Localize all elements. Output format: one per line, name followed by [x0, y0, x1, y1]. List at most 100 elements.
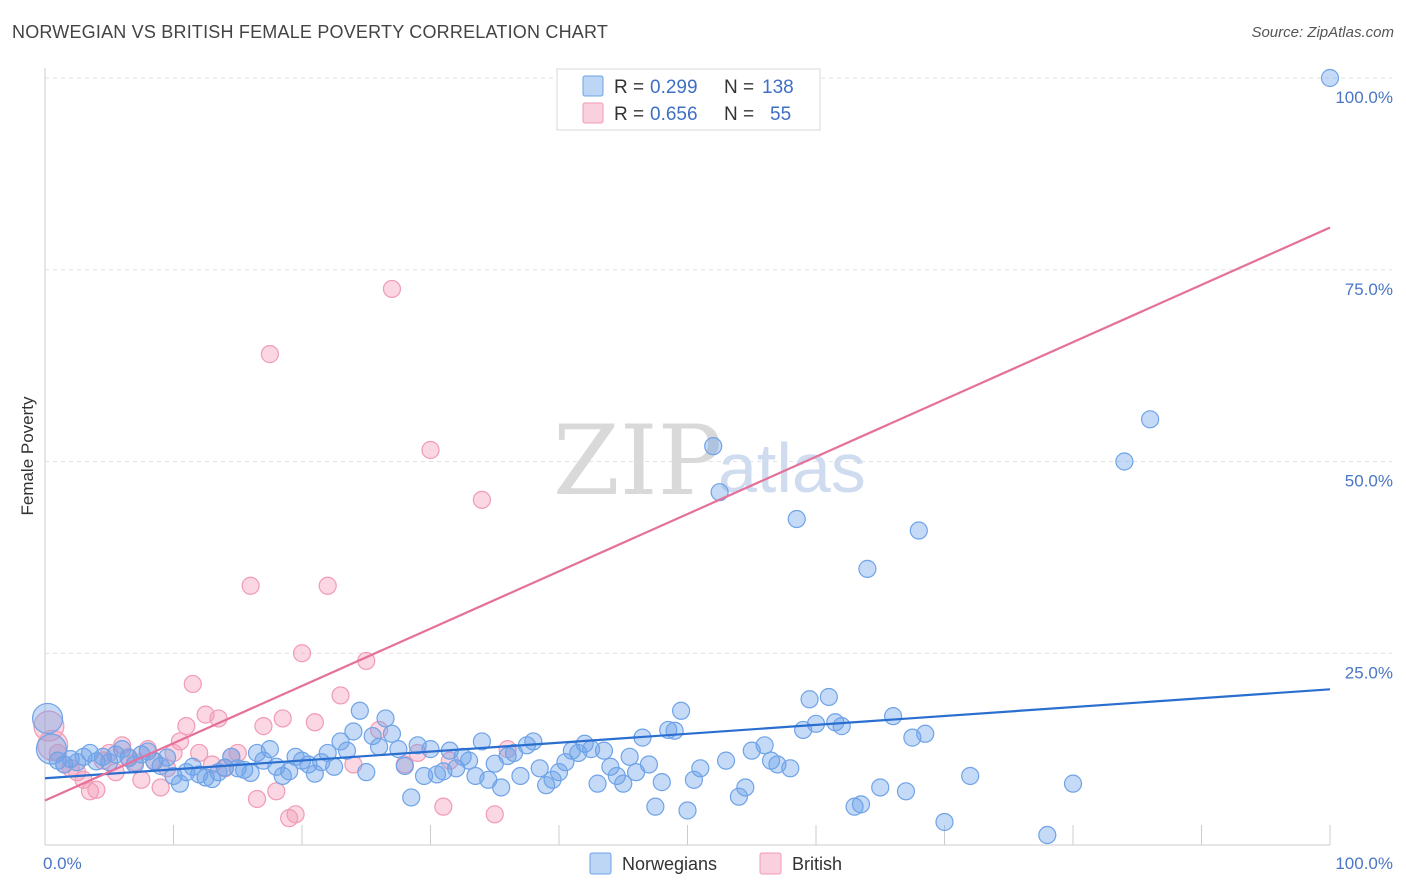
- norwegians-point-102: [691, 759, 710, 778]
- british-point-40: [305, 713, 324, 732]
- series-norwegians-points: [31, 68, 1340, 845]
- british-point-36: [273, 709, 292, 728]
- legend-swatch-british: [582, 102, 604, 124]
- british-point-23: [183, 674, 202, 694]
- norwegians-point-96: [652, 773, 671, 792]
- legend-n-value-norwegians: 138: [762, 77, 794, 98]
- british-point-53: [485, 805, 504, 824]
- norwegians-point-123: [871, 778, 890, 797]
- legend-box: R = 0.299 N = 138 R = 0.656 N = 55: [556, 68, 821, 131]
- y-tick-label-0: 25.0%: [1345, 663, 1393, 682]
- norwegians-point-106: [729, 787, 749, 806]
- norwegians-point-47: [337, 741, 357, 760]
- norwegians-point-37: [273, 766, 292, 786]
- norwegians-point-109: [755, 736, 774, 755]
- norwegians-point-112: [781, 759, 800, 778]
- british-point-18: [151, 778, 170, 797]
- norwegians-point-77: [530, 759, 549, 778]
- british-point-7: [80, 782, 100, 801]
- norwegians-point-0: [31, 702, 64, 735]
- chart-source: Source: ZipAtlas.com: [1251, 24, 1394, 41]
- trend-line-british: [44, 226, 1331, 802]
- legend-n-label-british: N =: [724, 104, 754, 125]
- norwegians-point-48: [344, 722, 363, 741]
- british-point-41: [318, 576, 337, 595]
- british-point-38: [286, 805, 305, 824]
- norwegians-point-98: [665, 721, 684, 740]
- british-point-32: [247, 789, 267, 809]
- legend-r-value-british: 0.656: [650, 104, 698, 125]
- norwegians-point-95: [646, 797, 665, 816]
- british-point-49: [421, 440, 440, 460]
- norwegians-point-80: [549, 763, 569, 782]
- legend-r-label-british: R =: [614, 104, 644, 125]
- trend-lines: [44, 226, 1331, 802]
- norwegians-point-124: [883, 707, 903, 726]
- norwegians-point-113: [787, 509, 806, 529]
- legend-r-label-norwegians: R =: [614, 77, 644, 98]
- bottom-legend-label-british: British: [792, 854, 842, 874]
- grid-lines: [45, 77, 1392, 654]
- british-point-34: [260, 345, 279, 364]
- bottom-legend-label-norwegians: Norwegians: [622, 854, 717, 874]
- norwegians-point-32: [241, 763, 260, 783]
- norwegians-point-50: [357, 763, 376, 782]
- norwegians-point-134: [1140, 410, 1160, 429]
- norwegians-point-68: [472, 732, 491, 751]
- watermark-zip: ZIP: [553, 405, 722, 517]
- norwegians-point-87: [594, 741, 614, 760]
- norwegians-point-66: [459, 751, 479, 770]
- norwegians-point-21: [170, 774, 190, 793]
- british-point-31: [241, 576, 260, 595]
- british-point-0: [33, 710, 65, 742]
- norwegians-point-122: [858, 559, 877, 578]
- british-point-27: [209, 709, 228, 728]
- norwegians-point-76: [524, 732, 543, 751]
- norwegians-point-12: [112, 740, 132, 759]
- british-point-33: [254, 717, 273, 736]
- norwegians-point-81: [556, 753, 575, 772]
- norwegians-point-88: [601, 757, 620, 776]
- norwegians-point-49: [350, 701, 369, 720]
- norwegians-point-107: [736, 778, 755, 797]
- norwegians-point-99: [671, 701, 691, 720]
- norwegians-point-28: [215, 758, 234, 777]
- norwegians-point-94: [639, 755, 659, 774]
- bottom-legend-swatch-british: [759, 852, 782, 875]
- norwegians-point-35: [260, 740, 279, 759]
- norwegians-point-60: [421, 740, 440, 759]
- norwegians-point-26: [202, 769, 222, 789]
- british-point-42: [331, 686, 350, 705]
- norwegians-point-117: [819, 687, 838, 707]
- x-tick-label-1: 100.0%: [1335, 854, 1393, 873]
- norwegians-point-127: [909, 521, 928, 540]
- norwegians-point-45: [325, 757, 344, 776]
- legend-n-value-british: 55: [770, 104, 791, 125]
- norwegians-point-8: [87, 752, 106, 771]
- norwegians-point-129: [935, 812, 954, 832]
- british-point-52: [472, 490, 491, 509]
- norwegians-point-51: [363, 726, 382, 746]
- british-point-50: [434, 797, 453, 816]
- british-point-8: [87, 780, 106, 799]
- norwegians-point-53: [376, 709, 395, 728]
- norwegians-point-135: [1320, 68, 1340, 88]
- norwegians-point-121: [851, 795, 871, 814]
- series-british-points: [33, 279, 517, 828]
- norwegians-point-52: [370, 737, 389, 756]
- norwegians-point-119: [832, 717, 851, 736]
- bottom-legend: Norwegians British: [589, 852, 842, 875]
- norwegians-point-90: [614, 774, 633, 793]
- norwegians-point-131: [1038, 825, 1057, 845]
- british-point-22: [177, 717, 196, 736]
- norwegians-point-132: [1063, 774, 1083, 793]
- norwegians-point-101: [684, 770, 704, 789]
- norwegians-point-56: [395, 756, 414, 776]
- norwegians-point-105: [716, 751, 736, 770]
- british-point-20: [164, 743, 183, 763]
- norwegians-point-1: [35, 733, 68, 765]
- trend-line-norwegians: [44, 688, 1331, 780]
- norwegians-point-71: [492, 778, 511, 797]
- legend-swatch-norwegians: [582, 75, 604, 97]
